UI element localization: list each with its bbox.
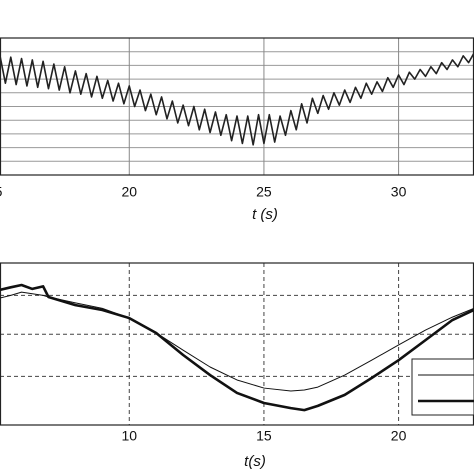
x-axis-label: t(s) <box>244 453 266 470</box>
series-line <box>0 52 474 146</box>
x-tick-label: 15 <box>0 184 3 200</box>
x-tick-label: 10 <box>121 428 137 444</box>
series-line <box>0 291 474 392</box>
x-tick-label: 20 <box>121 184 137 200</box>
legend-box <box>411 358 474 416</box>
x-tick-label: 30 <box>391 184 407 200</box>
x-axis-label: t (s) <box>252 206 278 223</box>
x-tick-label: 15 <box>256 428 272 444</box>
x-tick-label: 25 <box>256 184 272 200</box>
series-line <box>0 283 474 412</box>
x-tick-label: 20 <box>391 428 407 444</box>
plot-frame <box>0 262 474 426</box>
